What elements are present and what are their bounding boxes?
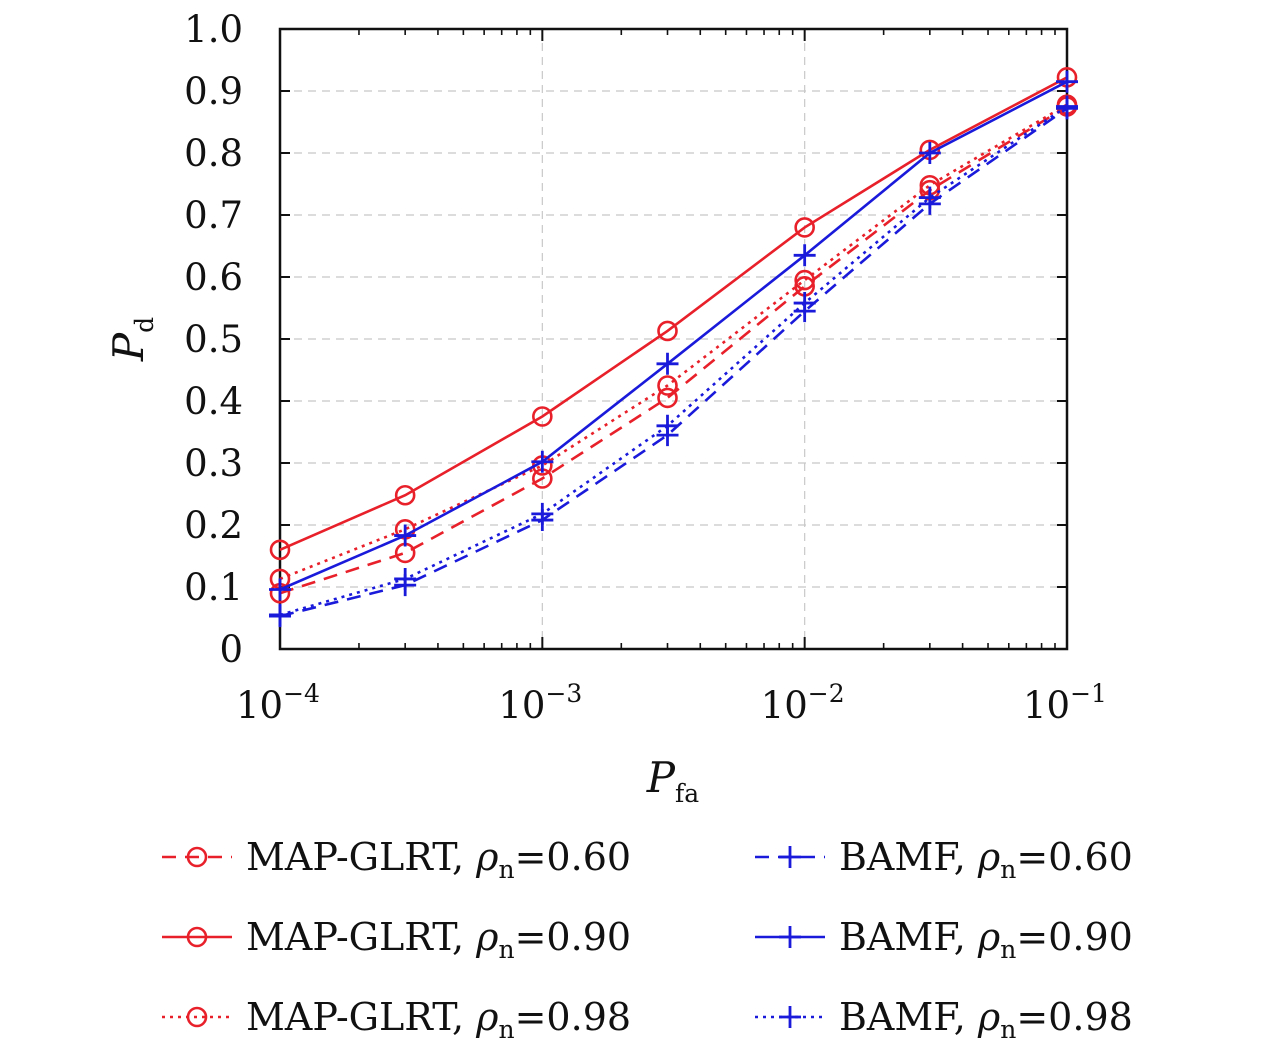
axis-ticks: 0 0.1 0.2 0.3 0.4 0.5 0.6 0.7 0.8 0.9 1.0 10−4 10−3 1… xyxy=(184,8,1107,727)
legend-marker xyxy=(779,926,801,948)
series-1 xyxy=(269,96,1078,604)
x-tick-label: 10−3 xyxy=(498,679,582,727)
data-point xyxy=(918,186,941,209)
x-tick-label: 10−4 xyxy=(236,679,320,727)
data-point xyxy=(656,414,679,437)
series-line xyxy=(279,103,1068,581)
data-point xyxy=(1056,95,1078,118)
data-point xyxy=(657,320,678,342)
y-tick-label: 0 xyxy=(219,628,243,671)
data-point xyxy=(657,387,678,409)
legend-item: BAMF, ρn=0.90 xyxy=(755,915,1133,964)
legend-marker xyxy=(186,1006,208,1028)
legend-label: MAP-GLRT, ρn=0.60 xyxy=(246,835,631,884)
data-point xyxy=(269,578,291,601)
series-2 xyxy=(269,67,1078,561)
legend-label: BAMF, ρn=0.90 xyxy=(839,915,1133,964)
legend-marker xyxy=(186,926,208,948)
data-point xyxy=(394,524,417,547)
series-3 xyxy=(269,94,1078,590)
series-group xyxy=(269,67,1078,628)
data-point xyxy=(794,269,815,291)
plot-frame xyxy=(278,27,1069,651)
legend-item: BAMF, ρn=0.98 xyxy=(755,995,1133,1044)
data-point xyxy=(394,484,416,506)
data-point xyxy=(918,142,941,164)
data-point xyxy=(794,217,815,238)
y-tick-label: 0.7 xyxy=(184,194,243,237)
legend-marker xyxy=(779,846,801,868)
legend-label: BAMF, ρn=0.98 xyxy=(839,995,1133,1044)
y-tick-label: 0.4 xyxy=(184,380,243,423)
data-point xyxy=(1056,70,1078,93)
series-6 xyxy=(269,95,1078,626)
x-tick-label: 10−2 xyxy=(761,679,845,727)
data-point xyxy=(793,244,816,267)
series-5 xyxy=(269,70,1078,601)
data-point xyxy=(269,539,291,561)
data-point xyxy=(531,450,554,473)
legend-label: MAP-GLRT, ρn=0.90 xyxy=(246,915,631,964)
y-tick-label: 0.2 xyxy=(184,504,243,547)
y-tick-label: 1.0 xyxy=(184,8,243,51)
x-axis-label: Pfa xyxy=(646,753,700,808)
y-tick-label: 0.8 xyxy=(184,132,243,175)
legend-marker xyxy=(779,1006,801,1028)
series-line xyxy=(279,105,1068,595)
data-point xyxy=(531,502,554,525)
y-tick-label: 0.9 xyxy=(184,70,243,113)
legend-item: MAP-GLRT, ρn=0.90 xyxy=(162,915,631,964)
y-tick-label: 0.6 xyxy=(184,256,243,299)
data-point xyxy=(532,406,553,427)
legend-label: MAP-GLRT, ρn=0.98 xyxy=(246,995,631,1044)
legend-label: BAMF, ρn=0.60 xyxy=(839,835,1133,884)
y-tick-label: 0.3 xyxy=(184,442,243,485)
y-tick-label: 0.5 xyxy=(184,318,243,361)
y-tick-label: 0.1 xyxy=(184,566,243,609)
legend-item: BAMF, ρn=0.60 xyxy=(755,835,1133,884)
series-line xyxy=(279,80,1068,591)
data-point xyxy=(269,603,291,626)
series-line xyxy=(279,76,1068,551)
data-point xyxy=(657,375,678,396)
legend-item: MAP-GLRT, ρn=0.60 xyxy=(162,835,631,884)
x-tick-label: 10−1 xyxy=(1023,679,1107,727)
legend: MAP-GLRT, ρn=0.60 MAP-GLRT, ρn=0.90 MAP-GL… xyxy=(162,835,1133,1044)
legend-item: MAP-GLRT, ρn=0.98 xyxy=(162,995,631,1044)
series-4 xyxy=(269,97,1078,628)
y-axis-label: Pd xyxy=(104,317,159,362)
data-point xyxy=(793,292,816,315)
data-point xyxy=(394,567,417,590)
legend-marker xyxy=(186,846,208,868)
data-point xyxy=(394,542,416,564)
data-point xyxy=(656,352,679,375)
